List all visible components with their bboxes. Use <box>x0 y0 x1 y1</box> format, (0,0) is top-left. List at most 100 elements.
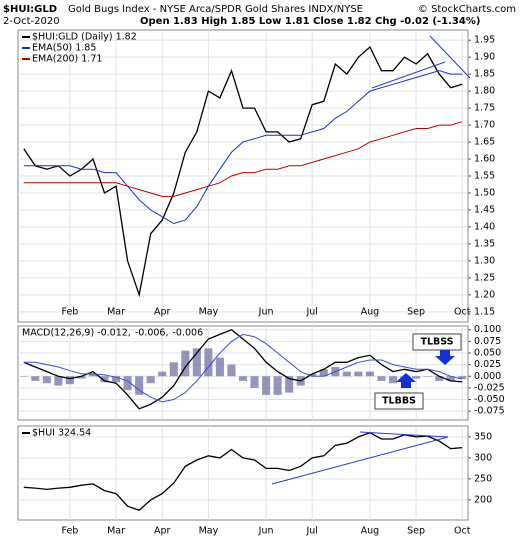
histogram-bar <box>412 376 421 379</box>
date: 2-Oct-2020 <box>3 16 60 27</box>
series-line <box>23 431 463 512</box>
y-tick-label: 1.50 <box>474 187 495 198</box>
y-tick-label: 1.15 <box>474 306 495 317</box>
credit: © StockCharts.com <box>418 4 516 15</box>
histogram-bar <box>446 376 455 381</box>
y-tick-label: 1.40 <box>474 221 495 232</box>
y-tick-label: 1.95 <box>474 35 495 46</box>
legend-label: -0.006 <box>172 328 203 339</box>
arrow <box>396 373 416 388</box>
histogram-bar <box>135 376 144 395</box>
y-tick-label: 1.60 <box>474 154 495 165</box>
legend-label: MACD(12,26,9) -0.012, <box>22 328 131 339</box>
histogram-bar <box>388 376 398 384</box>
histogram-bar <box>192 348 201 377</box>
x-tick-label: Oct <box>454 526 471 537</box>
x-tick-label: Jul <box>305 307 317 318</box>
histogram-bar <box>342 371 351 377</box>
annotation-box <box>374 392 424 410</box>
plot-layer: 1.15 1.20 1.25 1.30 1.35 1.40 1.45 1.50 1.55 1.60… <box>17 29 505 537</box>
histogram-bar <box>42 376 51 384</box>
histogram-bar <box>31 376 40 381</box>
y-tick-label: 0.000 <box>474 371 501 382</box>
y-tick-label: 1.75 <box>474 103 495 114</box>
y-tick-label: 0.075 <box>474 336 501 347</box>
x-tick-label: Aug <box>361 307 380 318</box>
annotation: TLBSS <box>420 337 453 348</box>
histogram-bar <box>285 376 294 393</box>
histogram-bar <box>250 376 259 388</box>
histogram-bar <box>215 357 224 377</box>
ohlc: Open 1.83 High 1.85 Low 1.81 Close 1.82 … <box>140 16 480 27</box>
histogram-bar <box>181 350 190 377</box>
y-tick-label: 0.025 <box>474 359 501 370</box>
y-tick-label: 1.20 <box>474 289 495 300</box>
y-tick-label: 1.25 <box>474 272 495 283</box>
chart-subtitle: Gold Bugs Index - NYSE Arca/SPDR Gold Sh… <box>68 4 363 15</box>
y-tick-label: -0.025 <box>474 382 505 393</box>
x-tick-label: Mar <box>107 526 125 537</box>
annotation-box <box>412 333 462 351</box>
legend-label: -0.006, <box>135 328 169 339</box>
y-tick-label: 1.55 <box>474 171 495 182</box>
panel <box>17 425 469 521</box>
legend-label: EMA(50) 1.85 <box>32 43 96 54</box>
x-tick-label: Oct <box>454 307 471 318</box>
y-tick-label: 1.80 <box>474 86 495 97</box>
y-tick-label: 0.050 <box>474 347 501 358</box>
y-tick-label: 1.65 <box>474 137 495 148</box>
histogram-bar <box>77 376 86 379</box>
x-tick-label: Aug <box>361 526 380 537</box>
trend-line <box>271 436 449 485</box>
x-tick-label: May <box>199 307 219 318</box>
y-tick-label: 1.35 <box>474 238 495 249</box>
y-tick-label: 300 <box>474 452 492 463</box>
trend-line <box>429 35 471 79</box>
histogram-bar <box>112 376 121 383</box>
histogram-bar <box>458 376 467 380</box>
y-tick-label: 1.45 <box>474 204 495 215</box>
x-tick-label: Mar <box>107 307 125 318</box>
histogram-bar <box>54 376 63 386</box>
y-tick-label: 0.100 <box>474 324 501 335</box>
y-tick-label: 350 <box>474 431 492 442</box>
x-tick-label: Sep <box>407 307 425 318</box>
histogram-bar <box>423 376 432 377</box>
histogram-bar <box>19 376 28 377</box>
legend-label: $HUI:GLD (Daily) 1.82 <box>32 32 137 43</box>
x-tick-label: Apr <box>154 526 171 537</box>
histogram-bar <box>354 371 363 377</box>
arrow <box>435 350 455 365</box>
x-tick-label: Jun <box>258 307 274 318</box>
series-line <box>23 333 463 403</box>
y-tick-label: 1.70 <box>474 120 495 131</box>
x-tick-label: Feb <box>62 526 79 537</box>
x-tick-label: Apr <box>154 307 171 318</box>
histogram-bar <box>377 376 386 381</box>
series-line <box>23 70 463 225</box>
histogram-bar <box>365 371 374 377</box>
histogram-bar <box>238 376 248 381</box>
histogram-bar <box>100 376 109 383</box>
histogram-bar <box>146 376 155 384</box>
histogram-bar <box>204 348 213 377</box>
histogram-bar <box>273 376 282 395</box>
x-tick-label: Feb <box>62 307 79 318</box>
x-tick-label: Sep <box>407 526 425 537</box>
x-tick-label: Jun <box>258 526 274 537</box>
histogram-bar <box>262 376 271 395</box>
histogram-bar <box>227 364 236 377</box>
histogram-bar <box>308 373 317 377</box>
trend-line <box>359 431 449 438</box>
histogram-bar <box>158 371 167 377</box>
y-tick-label: -0.050 <box>474 394 505 405</box>
annotation: TLBBS <box>382 396 416 407</box>
series-line <box>23 121 463 197</box>
y-tick-label: 200 <box>474 494 492 505</box>
histogram-bar <box>88 373 98 377</box>
y-tick-label: 1.30 <box>474 255 495 266</box>
x-tick-label: Jul <box>305 526 317 537</box>
histogram-bar <box>65 376 74 385</box>
chart-title: $HUI:GLD <box>3 4 57 15</box>
